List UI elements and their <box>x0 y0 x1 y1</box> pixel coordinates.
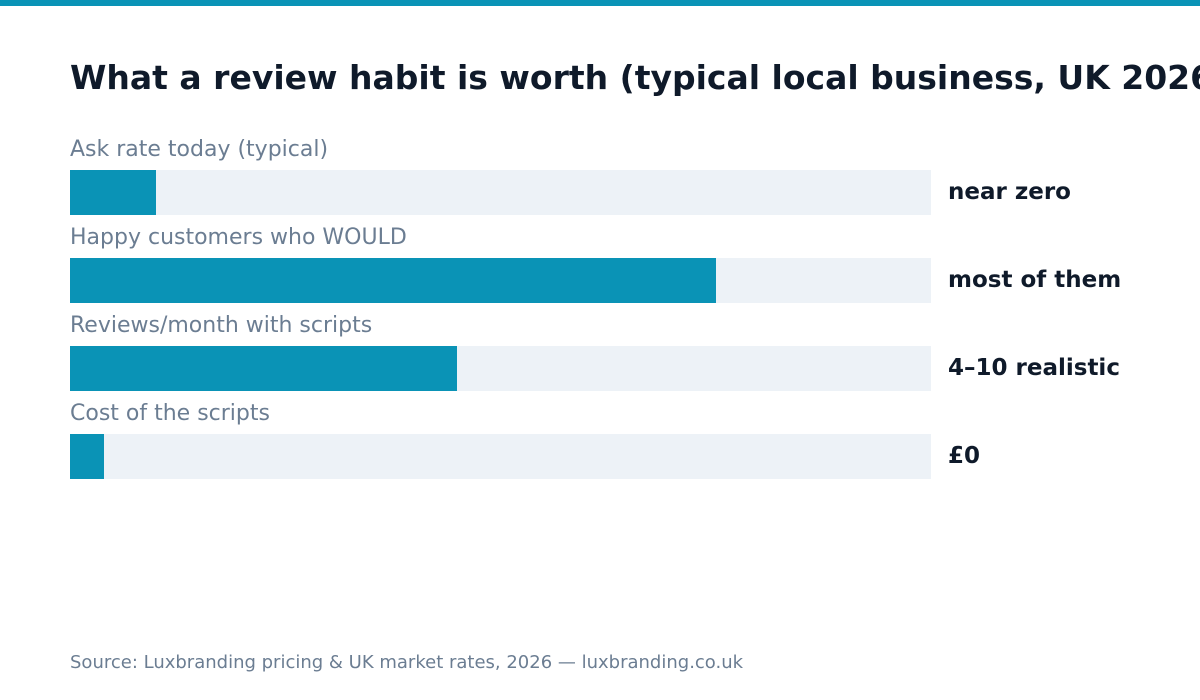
bar-category-label: Ask rate today (typical) <box>70 137 329 162</box>
bar-fill <box>70 434 104 479</box>
bar-fill <box>70 170 156 215</box>
bar-row: Cost of the scripts £0 <box>70 400 1170 488</box>
bar-fill <box>70 346 457 391</box>
bar-value-label: near zero <box>948 179 1071 205</box>
source-note: Source: Luxbranding pricing & UK market … <box>70 652 744 673</box>
bar-value-label: 4–10 realistic <box>948 355 1120 381</box>
bar-track <box>70 170 931 215</box>
chart-title: What a review habit is worth (typical lo… <box>70 58 1200 97</box>
bar-track <box>70 258 931 303</box>
bar-category-label: Reviews/month with scripts <box>70 313 373 338</box>
bar-row: Happy customers who WOULD most of them <box>70 224 1170 312</box>
bar-value-label: most of them <box>948 267 1122 293</box>
bar-category-label: Cost of the scripts <box>70 401 270 426</box>
bar-fill <box>70 258 716 303</box>
bar-track <box>70 434 931 479</box>
top-accent-rule <box>0 0 1200 6</box>
bar-category-label: Happy customers who WOULD <box>70 225 407 250</box>
bar-rows: Ask rate today (typical) near zero Happy c… <box>70 136 1170 488</box>
bar-row: Reviews/month with scripts 4–10 realistic <box>70 312 1170 400</box>
bar-row: Ask rate today (typical) near zero <box>70 136 1170 224</box>
bar-value-label: £0 <box>948 443 981 469</box>
bar-track <box>70 346 931 391</box>
